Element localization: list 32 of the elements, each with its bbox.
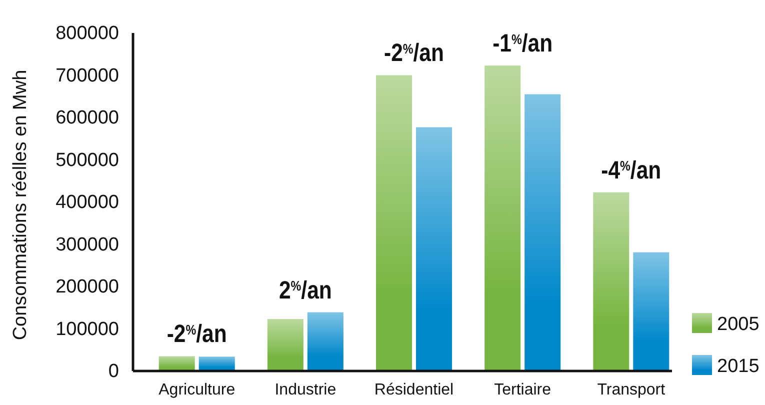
y-tick-label: 100000: [56, 318, 119, 340]
y-tick-label: 800000: [56, 23, 119, 44]
y-tick-label: 500000: [56, 150, 119, 171]
y-tick-label: 600000: [56, 108, 119, 129]
annotation: -4$^{%}$/an: [601, 156, 662, 184]
bar: [416, 127, 452, 371]
x-tick-label: Tertiaire: [494, 381, 552, 398]
bar: [198, 356, 235, 371]
bar: [524, 94, 561, 371]
legend-label: 2005: [717, 314, 760, 335]
bar: [593, 192, 630, 371]
annotation: 2$^{%}$/an: [278, 276, 332, 304]
bar: [376, 75, 412, 371]
bar: [484, 66, 521, 371]
legend-label: 2015: [717, 356, 760, 377]
x-tick-label: Industrie: [274, 381, 336, 398]
y-axis-title: Consommations réelles en Mwh: [10, 70, 31, 340]
bar: [158, 356, 195, 371]
bar: [267, 319, 304, 371]
x-tick-label: Résidentiel: [374, 381, 454, 398]
annotation: -2$^{%}$/an: [166, 320, 227, 348]
y-tick-label: 300000: [56, 234, 119, 256]
annotation: -1$^{%}$/an: [492, 28, 553, 57]
y-tick-label: 0: [108, 361, 119, 382]
y-tick-label: 400000: [56, 192, 119, 214]
bar: [633, 252, 670, 371]
annotation: -2$^{%}$/an: [384, 38, 444, 67]
y-tick-label: 200000: [56, 276, 119, 298]
y-tick-label: 700000: [56, 65, 119, 86]
x-tick-label: Transport: [597, 381, 666, 398]
x-tick-label: Agriculture: [158, 381, 236, 398]
bar: [307, 312, 344, 371]
